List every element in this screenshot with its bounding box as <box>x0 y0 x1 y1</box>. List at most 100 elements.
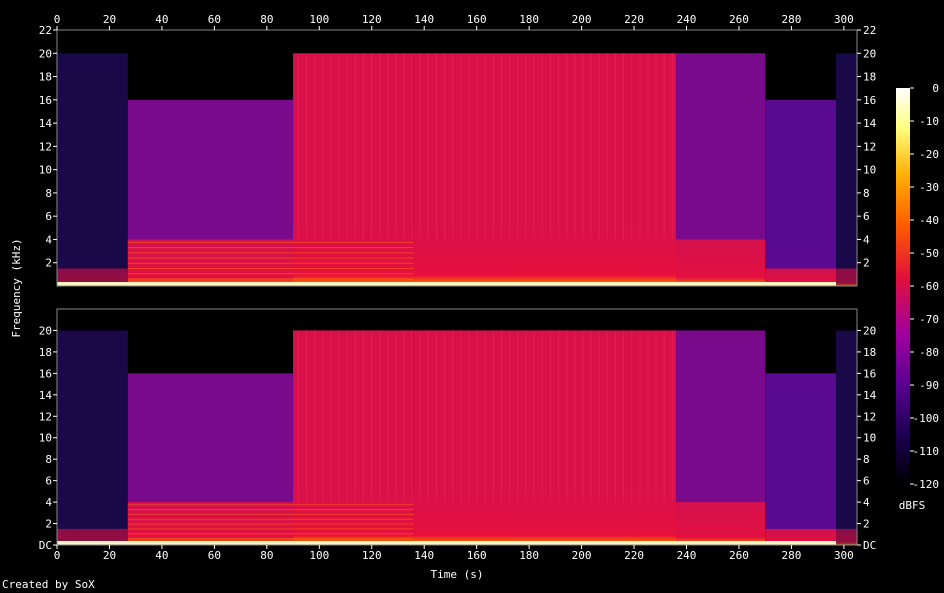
x-tick-label-bottom: 60 <box>208 549 221 562</box>
y-tick-label-left: 20 <box>39 47 52 60</box>
x-tick-label-bottom: 80 <box>260 549 273 562</box>
colorbar-tick-label: -30 <box>919 181 939 194</box>
low-frequency-energy <box>127 502 294 545</box>
low-frequency-energy <box>676 502 766 545</box>
x-tick-label-top: 180 <box>519 13 539 26</box>
low-frequency-energy <box>413 227 677 286</box>
spectral-band <box>836 330 857 545</box>
dc-energy <box>57 541 837 545</box>
y-tick-label-right: 12 <box>863 140 876 153</box>
x-tick-label-bottom: 140 <box>414 549 434 562</box>
colorbar: 0 -10 -20 -30 -40 -50 -60 -70 -80 -90 -100 -110 -120… <box>896 82 939 512</box>
y-tick-label-left: 16 <box>39 367 52 380</box>
channel-panel-2 <box>56 308 858 546</box>
colorbar-tick-label: -110 <box>913 445 940 458</box>
low-frequency-energy <box>836 528 857 545</box>
x-tick-label-bottom: 280 <box>781 549 801 562</box>
x-tick-label-bottom: 300 <box>834 549 854 562</box>
x-tick-label-bottom: 260 <box>729 549 749 562</box>
low-frequency-energy <box>57 268 78 286</box>
y-tick-label-left: 14 <box>39 389 53 402</box>
y-tick-label-left: 6 <box>45 475 52 488</box>
low-frequency-energy <box>293 491 414 545</box>
colorbar-tick-label: -60 <box>919 280 939 293</box>
low-frequency-energy <box>293 227 414 286</box>
x-tick-label-bottom: 160 <box>467 549 487 562</box>
x-tick-label-top: 220 <box>624 13 644 26</box>
x-tick-label-bottom: 240 <box>677 549 697 562</box>
spectrogram-panels <box>56 29 858 546</box>
y-tick-label-left: 18 <box>39 346 52 359</box>
x-tick-label-top: 120 <box>362 13 382 26</box>
x-tick-label-top: 160 <box>467 13 487 26</box>
y-tick-label-left: 12 <box>39 410 52 423</box>
x-tick-label-bottom: 20 <box>103 549 116 562</box>
y-tick-label-right: 12 <box>863 410 876 423</box>
low-frequency-energy <box>127 239 294 286</box>
x-tick-label-top: 140 <box>414 13 434 26</box>
y-tick-label-left: 20 <box>39 324 52 337</box>
spectral-band <box>57 53 78 286</box>
y-tick-label-right: 20 <box>863 47 876 60</box>
x-tick-label-bottom: 100 <box>309 549 329 562</box>
y-tick-label-right: 2 <box>863 518 870 531</box>
panel-frame <box>56 308 858 546</box>
y-tick-label-right: 18 <box>863 346 876 359</box>
y-tick-label-right: 6 <box>863 475 870 488</box>
y-tick-label-right: 6 <box>863 210 870 223</box>
low-frequency-energy <box>765 528 837 545</box>
x-tick-label-top: 260 <box>729 13 749 26</box>
y-tick-label-left: 10 <box>39 432 52 445</box>
y-tick-label-left: 18 <box>39 71 52 84</box>
low-frequency-energy <box>676 239 766 286</box>
colorbar-gradient <box>896 88 910 484</box>
y-tick-label-left: 8 <box>45 453 52 466</box>
colorbar-tick-label: 0 <box>932 82 939 95</box>
y-tick-label-left: 2 <box>45 257 52 270</box>
colorbar-label: dBFS <box>899 499 926 512</box>
colorbar-tick-label: -100 <box>913 412 940 425</box>
y-tick-label-left: 4 <box>45 233 52 246</box>
colorbar-tick-label: -90 <box>919 379 939 392</box>
colorbar-tick-label: -70 <box>919 313 939 326</box>
low-frequency-energy <box>765 268 837 286</box>
y-tick-label-left: 10 <box>39 164 52 177</box>
x-tick-label-top: 300 <box>834 13 854 26</box>
colorbar-tick-label: -80 <box>919 346 939 359</box>
y-tick-label-right: 14 <box>863 117 877 130</box>
sox-credit: Created by SoX <box>2 578 95 591</box>
y-tick-label-right: 10 <box>863 164 876 177</box>
x-tick-label-top: 60 <box>208 13 221 26</box>
x-tick-label-top: 280 <box>781 13 801 26</box>
x-tick-label-top: 0 <box>54 13 61 26</box>
low-frequency-energy <box>836 268 857 286</box>
y-tick-label-left: 12 <box>39 140 52 153</box>
spectral-band <box>765 373 837 545</box>
x-tick-label-bottom: 40 <box>155 549 168 562</box>
y-tick-label-left: 14 <box>39 117 53 130</box>
y-tick-label-right: DC <box>863 539 876 552</box>
x-axis-label: Time (s) <box>431 568 484 581</box>
colorbar-tick-label: -10 <box>919 115 939 128</box>
x-tick-label-top: 80 <box>260 13 273 26</box>
x-tick-label-top: 20 <box>103 13 116 26</box>
colorbar-tick-label: -120 <box>913 478 940 491</box>
y-tick-label-right: 14 <box>863 389 877 402</box>
channel-panel-1 <box>56 29 858 287</box>
y-tick-label-right: 18 <box>863 71 876 84</box>
colorbar-tick-label: -50 <box>919 247 939 260</box>
y-tick-label-right: 2 <box>863 257 870 270</box>
y-tick-label-right: 4 <box>863 496 870 509</box>
spectral-band <box>77 53 128 286</box>
x-tick-label-bottom: 200 <box>572 549 592 562</box>
panel-frame <box>56 29 858 287</box>
y-tick-label-right: 10 <box>863 432 876 445</box>
spectral-band <box>77 330 128 545</box>
y-tick-label-right: 16 <box>863 94 876 107</box>
y-tick-label-right: 20 <box>863 324 876 337</box>
y-tick-label-right: 8 <box>863 453 870 466</box>
low-frequency-energy <box>413 491 677 545</box>
low-frequency-energy <box>77 268 128 286</box>
y-tick-label-right: 4 <box>863 233 870 246</box>
